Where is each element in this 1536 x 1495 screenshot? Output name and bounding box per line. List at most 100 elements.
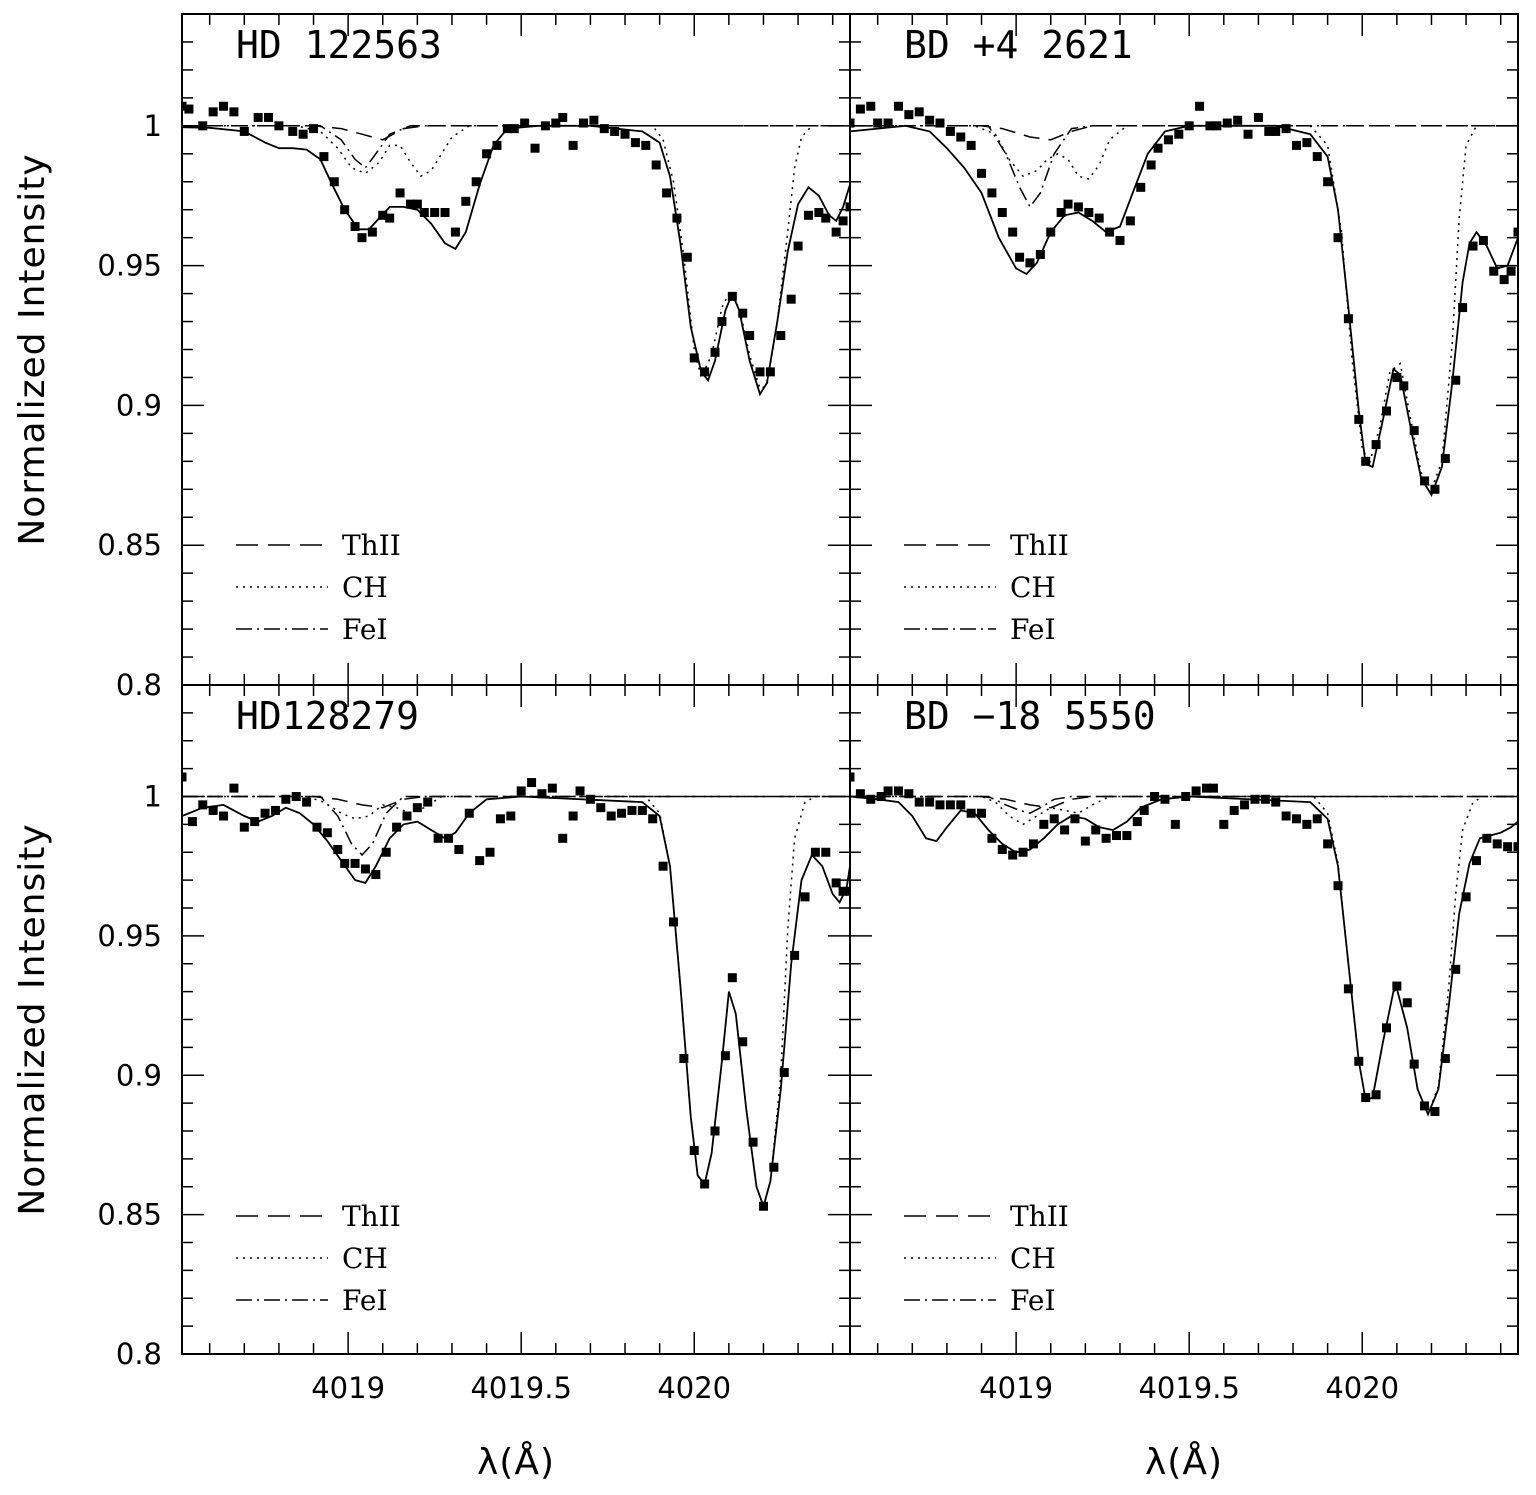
panel-1: 0.8 0.85 0.9 0.95 1 Normalized Intensity HD 12… — [12, 13, 851, 702]
x-axis-title: λ(Å) — [477, 1440, 555, 1483]
observed-point — [1392, 981, 1402, 991]
observed-point — [350, 221, 360, 231]
observed-point — [208, 107, 218, 117]
legend-label: CH — [1010, 1242, 1056, 1275]
observed-point — [779, 1067, 789, 1077]
observed-point — [1170, 819, 1180, 829]
observed-point — [1409, 1059, 1419, 1069]
observed-point — [302, 797, 312, 807]
legend-label: ThII — [1010, 1200, 1069, 1233]
y-tick-label: 0.8 — [116, 668, 162, 702]
observed-point — [1323, 177, 1333, 187]
observed-point — [1312, 814, 1322, 824]
panel-title: BD −18 5550 — [904, 694, 1156, 738]
observed-point — [1243, 129, 1253, 139]
observed-point — [433, 833, 443, 843]
observed-point — [945, 126, 955, 136]
observed-point — [997, 208, 1007, 218]
observed-point — [1489, 266, 1499, 276]
observed-point — [1035, 249, 1045, 259]
observed-point — [509, 124, 519, 134]
observed-point — [662, 188, 672, 198]
observed-point — [821, 847, 831, 857]
observed-point — [253, 112, 263, 122]
observed-point — [1451, 964, 1461, 974]
observed-point — [1160, 794, 1170, 804]
observed-point — [1281, 124, 1291, 134]
observed-point — [312, 822, 322, 832]
observed-point — [738, 1037, 748, 1047]
observed-point — [492, 140, 502, 150]
observed-point — [1253, 112, 1263, 122]
observed-point — [454, 844, 464, 854]
observed-point — [925, 115, 935, 125]
observed-point — [1471, 856, 1481, 866]
x-axis-title: λ(Å) — [1145, 1440, 1223, 1483]
plot-area — [850, 101, 1518, 497]
observed-point — [1060, 825, 1070, 835]
observed-point — [239, 822, 249, 832]
observed-point — [831, 878, 841, 888]
observed-point — [610, 126, 620, 136]
ch-series-line — [182, 125, 850, 390]
synthesis-line — [182, 795, 850, 1210]
observed-point — [1323, 839, 1333, 849]
synthesis-line — [850, 124, 1518, 497]
observed-point — [1250, 794, 1260, 804]
observed-point — [1240, 800, 1250, 810]
observed-point — [440, 208, 450, 218]
panel-frame — [181, 684, 851, 1355]
observed-point — [790, 950, 800, 960]
observed-point — [558, 833, 568, 843]
observed-point — [250, 817, 260, 827]
observed-point — [423, 797, 433, 807]
observed-point — [925, 797, 935, 807]
legend: ThII CH FeI — [904, 529, 1069, 646]
observed-point — [1430, 1106, 1440, 1116]
legend-label: CH — [1010, 571, 1056, 604]
observed-point — [298, 129, 308, 139]
observed-point — [679, 1054, 689, 1064]
observed-point — [329, 177, 339, 187]
observed-point — [1420, 476, 1430, 486]
observed-point — [883, 786, 893, 796]
observed-point — [987, 188, 997, 198]
observed-point — [596, 803, 606, 813]
fei-series-line — [850, 795, 1518, 815]
observed-point — [866, 794, 876, 804]
observed-point — [855, 104, 865, 114]
observed-point — [547, 783, 557, 793]
legend-label: ThII — [1010, 529, 1069, 562]
observed-point — [502, 124, 512, 134]
observed-point — [1018, 847, 1028, 857]
observed-point — [1302, 138, 1312, 148]
observed-point — [873, 118, 883, 128]
observed-point — [1056, 208, 1066, 218]
observed-point — [1482, 833, 1492, 843]
x-ticks — [208, 14, 834, 685]
observed-point — [637, 805, 647, 815]
y-tick-label: 0.85 — [97, 528, 162, 562]
legend-label: FeI — [342, 613, 388, 646]
observed-point — [1371, 440, 1381, 450]
panel-2: BD +4 2621 ThII CH FeI — [849, 13, 1519, 686]
observed-point — [1094, 213, 1104, 223]
observed-point — [219, 811, 229, 821]
fei-series-line — [182, 795, 850, 857]
observed-point — [340, 858, 350, 868]
observed-point — [850, 772, 855, 782]
observed-point — [651, 160, 661, 170]
observed-point — [850, 118, 855, 128]
y-ticks — [182, 13, 850, 686]
observed-point — [1163, 135, 1173, 145]
observed-point — [198, 800, 208, 810]
observed-point — [1399, 381, 1409, 391]
observed-point — [776, 331, 786, 341]
observed-point — [1260, 794, 1270, 804]
observed-point — [1478, 235, 1488, 245]
observed-point — [461, 196, 471, 206]
observed-point — [516, 786, 526, 796]
observed-point — [738, 308, 748, 318]
observed-point — [904, 110, 914, 120]
observed-point — [1219, 819, 1229, 829]
